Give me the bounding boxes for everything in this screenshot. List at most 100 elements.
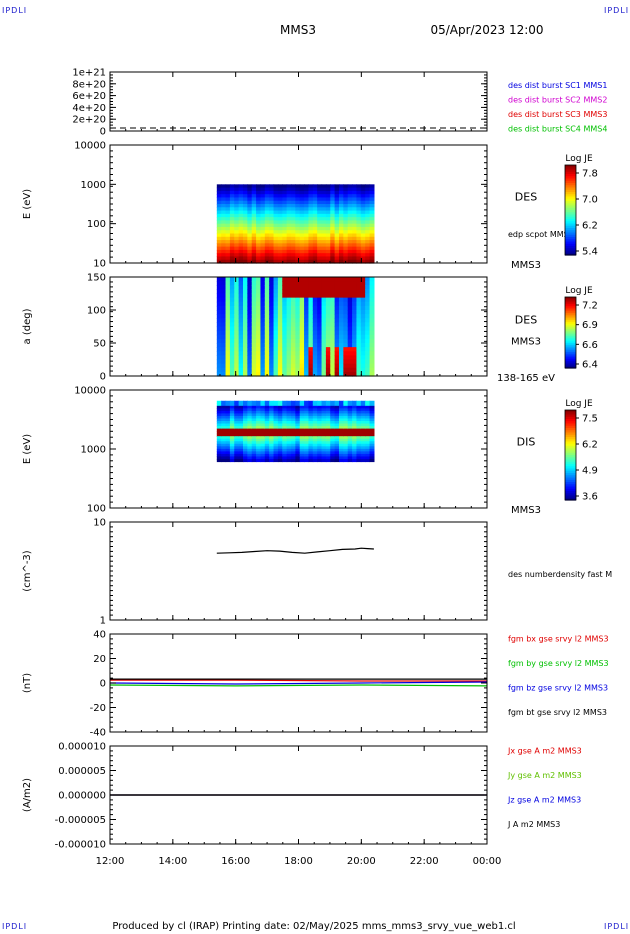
- heatmap-cell: [243, 297, 248, 303]
- heatmap-cell: [334, 210, 340, 215]
- heatmap-cell: [317, 426, 323, 430]
- heatmap-cell: [216, 436, 222, 440]
- heatmap-cell: [369, 431, 375, 435]
- heatmap-cell: [299, 197, 305, 202]
- heatmap-cell: [304, 200, 310, 205]
- heatmap-cell: [295, 243, 301, 248]
- heatmap-cell: [308, 293, 314, 299]
- heatmap-cell: [264, 410, 270, 415]
- heatmap-cell: [243, 233, 248, 238]
- heatmap-cell: [334, 204, 340, 208]
- heatmap-cell: [352, 293, 358, 299]
- heatmap-cell: [277, 314, 283, 319]
- heatmap-cell: [369, 338, 375, 344]
- heatmap-cell: [221, 451, 227, 455]
- heatmap-cell: [286, 431, 292, 435]
- colorbar-step: [565, 410, 576, 413]
- corner-label-bottom-right: IPDLI: [604, 922, 630, 931]
- heatmap-cell: [325, 413, 331, 417]
- heatmap-cell: [325, 230, 331, 235]
- heatmap-cell: [369, 240, 375, 244]
- heatmap-cell: [321, 220, 327, 225]
- heatmap-cell: [321, 355, 327, 361]
- heatmap-cell: [264, 443, 270, 447]
- heatmap-cell: [304, 418, 310, 422]
- heatmap-cell: [251, 405, 257, 409]
- heatmap-cell: [290, 210, 296, 215]
- heatmap-cell: [317, 217, 323, 221]
- heatmap-cell: [234, 418, 240, 422]
- heatmap-cell: [369, 400, 375, 404]
- colorbar-step: [565, 232, 576, 236]
- heatmap-cell: [269, 256, 275, 261]
- heatmap-cell: [264, 190, 270, 195]
- heatmap-cell: [338, 431, 344, 435]
- heatmap-cell: [247, 200, 253, 205]
- heatmap-cell: [269, 426, 275, 430]
- heatmap-cell: [243, 213, 248, 218]
- y-tick-label: 0.000005: [58, 766, 106, 777]
- colorbar-step: [565, 323, 576, 327]
- heatmap-cell: [308, 210, 314, 215]
- heatmap-cell: [360, 301, 366, 307]
- heatmap-cell: [312, 289, 318, 295]
- heatmap-cell: [282, 326, 288, 332]
- heatmap-cell: [256, 256, 262, 261]
- heatmap-cell: [247, 223, 253, 228]
- heatmap-cell: [290, 289, 296, 295]
- heatmap-cell: [269, 293, 275, 299]
- heatmap-cell: [330, 451, 336, 455]
- heatmap-cell: [286, 281, 292, 286]
- colorbar-step: [565, 423, 576, 427]
- heatmap-cell: [347, 351, 353, 356]
- heatmap-cell: [343, 458, 349, 463]
- heatmap-cell: [216, 322, 222, 328]
- heatmap-cell: [299, 433, 305, 437]
- heatmap-cell: [338, 405, 344, 409]
- heatmap-cell: [308, 431, 314, 435]
- heatmap-cell: [229, 347, 235, 352]
- heatmap-cell: [347, 443, 353, 447]
- heatmap-cell: [352, 289, 358, 295]
- heatmap-cell: [238, 259, 244, 264]
- heatmap-cell: [347, 204, 353, 208]
- colorbar-title: Log JE: [565, 399, 593, 409]
- heatmap-cell: [356, 343, 362, 348]
- heatmap-cell: [234, 453, 240, 458]
- heatmap-cell: [273, 236, 279, 241]
- heatmap-cell: [290, 363, 296, 369]
- heatmap-cell: [347, 190, 353, 195]
- heatmap-cell: [308, 326, 314, 332]
- heatmap-cell: [334, 347, 340, 352]
- heatmap-cell: [356, 233, 362, 238]
- heatmap-cell: [221, 310, 227, 315]
- heatmap-cell: [277, 305, 283, 311]
- heatmap-cell: [343, 204, 349, 208]
- heatmap-cell: [321, 415, 327, 420]
- heatmap-cell: [343, 400, 349, 404]
- heatmap-cell: [256, 413, 262, 417]
- heatmap-cell: [304, 451, 310, 455]
- heatmap-cell: [264, 236, 270, 241]
- colorbar-step: [565, 493, 576, 497]
- heatmap-cell: [234, 403, 240, 407]
- heatmap-cell: [356, 305, 362, 311]
- heatmap-cell: [225, 318, 231, 323]
- heatmap-cell: [269, 310, 275, 315]
- heatmap-cell: [247, 256, 253, 261]
- heatmap-cell: [238, 355, 244, 361]
- heatmap-cell: [365, 441, 371, 445]
- heatmap-cell: [286, 355, 292, 361]
- heatmap-cell: [286, 359, 292, 365]
- heatmap-cell: [286, 310, 292, 315]
- colorbar-step: [565, 355, 576, 358]
- colorbar-step: [565, 174, 576, 177]
- heatmap-cell: [260, 285, 266, 290]
- heatmap-cell: [299, 363, 305, 369]
- heatmap-cell: [321, 301, 327, 307]
- heatmap-cell: [260, 293, 266, 299]
- heatmap-cell: [360, 314, 366, 319]
- heatmap-cell: [334, 453, 340, 458]
- heatmap-cell: [225, 355, 231, 361]
- heatmap-cell: [308, 277, 314, 282]
